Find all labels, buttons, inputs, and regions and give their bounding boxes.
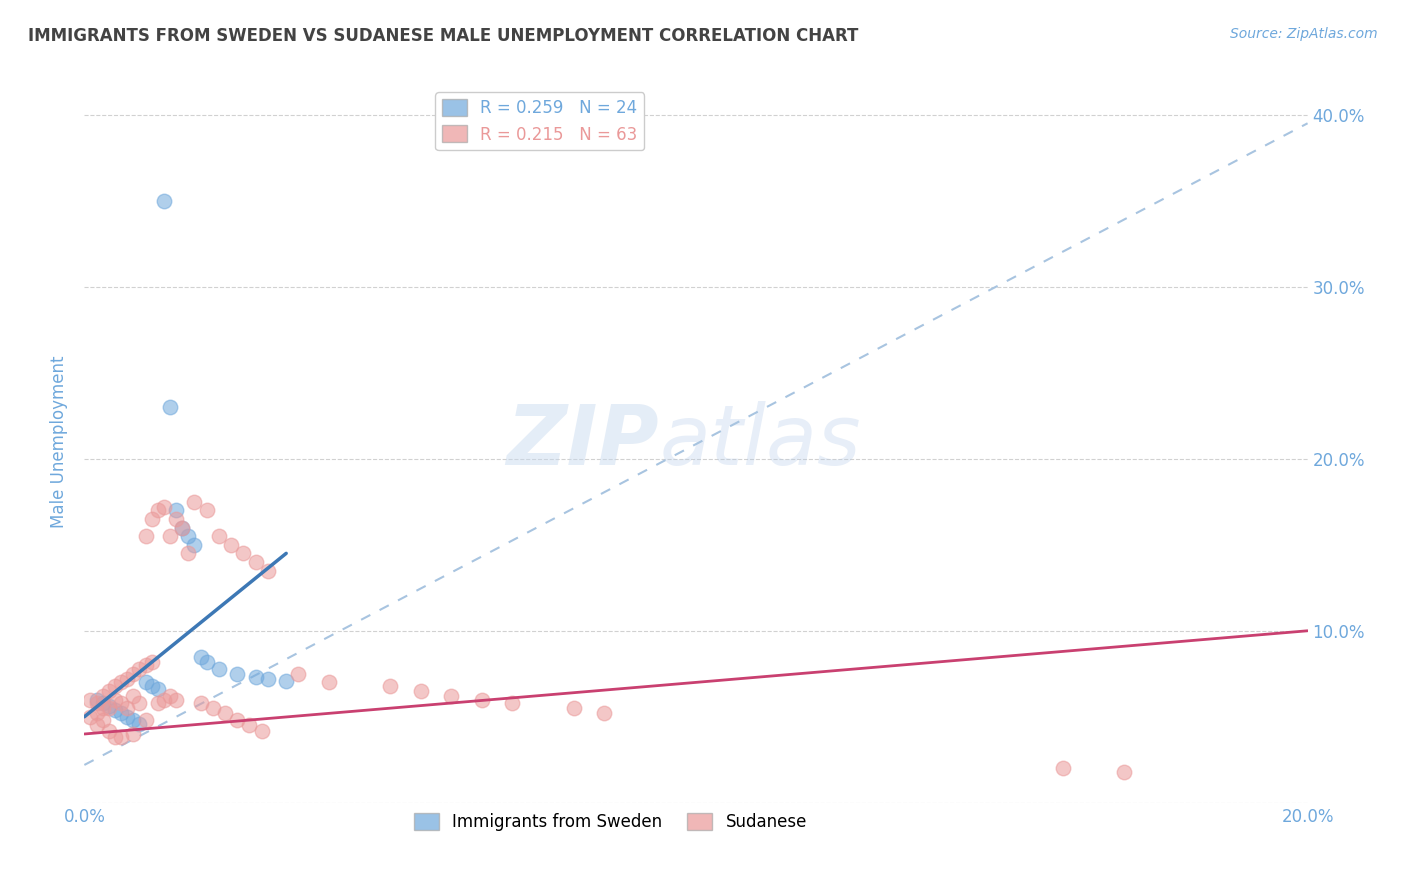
Legend: Immigrants from Sweden, Sudanese: Immigrants from Sweden, Sudanese [408,806,814,838]
Point [1114,764,1136,779]
Point [195,503,218,517]
Point [177,529,200,543]
Point [502,696,524,710]
Point [183,538,205,552]
Point [104,679,127,693]
Point [135,713,157,727]
Point [97,684,120,698]
Point [135,658,157,673]
Point [97,699,120,714]
Text: Source: ZipAtlas.com: Source: ZipAtlas.com [1230,27,1378,41]
Point [79,710,101,724]
Point [97,723,120,738]
Point [91,696,114,710]
Point [183,494,205,508]
Point [172,520,194,534]
Point [79,692,101,706]
Point [104,703,127,717]
Point [257,672,280,686]
Point [122,666,145,681]
Point [141,679,163,693]
Point [172,520,194,534]
Point [110,675,132,690]
Point [146,503,169,517]
Point [471,692,494,706]
Point [110,706,132,721]
Point [190,696,212,710]
Point [380,679,402,693]
Point [153,500,176,514]
Point [593,706,616,721]
Point [91,701,114,715]
Point [141,655,163,669]
Point [226,713,249,727]
Point [159,400,181,414]
Point [115,710,138,724]
Point [141,512,163,526]
Point [1052,761,1074,775]
Point [128,696,150,710]
Point [232,546,254,560]
Point [201,701,224,715]
Point [287,666,309,681]
Point [195,655,218,669]
Point [122,727,145,741]
Point [153,692,176,706]
Point [165,503,187,517]
Text: IMMIGRANTS FROM SWEDEN VS SUDANESE MALE UNEMPLOYMENT CORRELATION CHART: IMMIGRANTS FROM SWEDEN VS SUDANESE MALE … [28,27,859,45]
Point [110,696,132,710]
Point [97,701,120,715]
Point [153,194,176,208]
Point [91,713,114,727]
Point [276,673,298,688]
Point [245,555,267,569]
Point [409,684,432,698]
Point [257,564,280,578]
Y-axis label: Male Unemployment: Male Unemployment [51,355,69,528]
Point [104,731,127,745]
Point [122,713,145,727]
Point [219,538,242,552]
Point [208,529,231,543]
Point [562,701,585,715]
Point [91,689,114,703]
Point [238,718,260,732]
Point [110,731,132,745]
Point [86,706,108,721]
Point [226,666,249,681]
Point [250,723,273,738]
Point [214,706,236,721]
Point [440,689,463,703]
Text: ZIP: ZIP [506,401,659,482]
Text: atlas: atlas [659,401,860,482]
Point [86,696,108,710]
Point [86,692,108,706]
Point [146,696,169,710]
Point [190,649,212,664]
Point [159,529,181,543]
Point [159,689,181,703]
Point [208,662,231,676]
Point [86,718,108,732]
Point [245,670,267,684]
Point [104,692,127,706]
Point [165,692,187,706]
Point [128,716,150,731]
Point [135,675,157,690]
Point [318,675,340,690]
Point [165,512,187,526]
Point [115,672,138,686]
Point [146,682,169,697]
Point [128,662,150,676]
Point [115,701,138,715]
Point [135,529,157,543]
Point [177,546,200,560]
Point [122,689,145,703]
